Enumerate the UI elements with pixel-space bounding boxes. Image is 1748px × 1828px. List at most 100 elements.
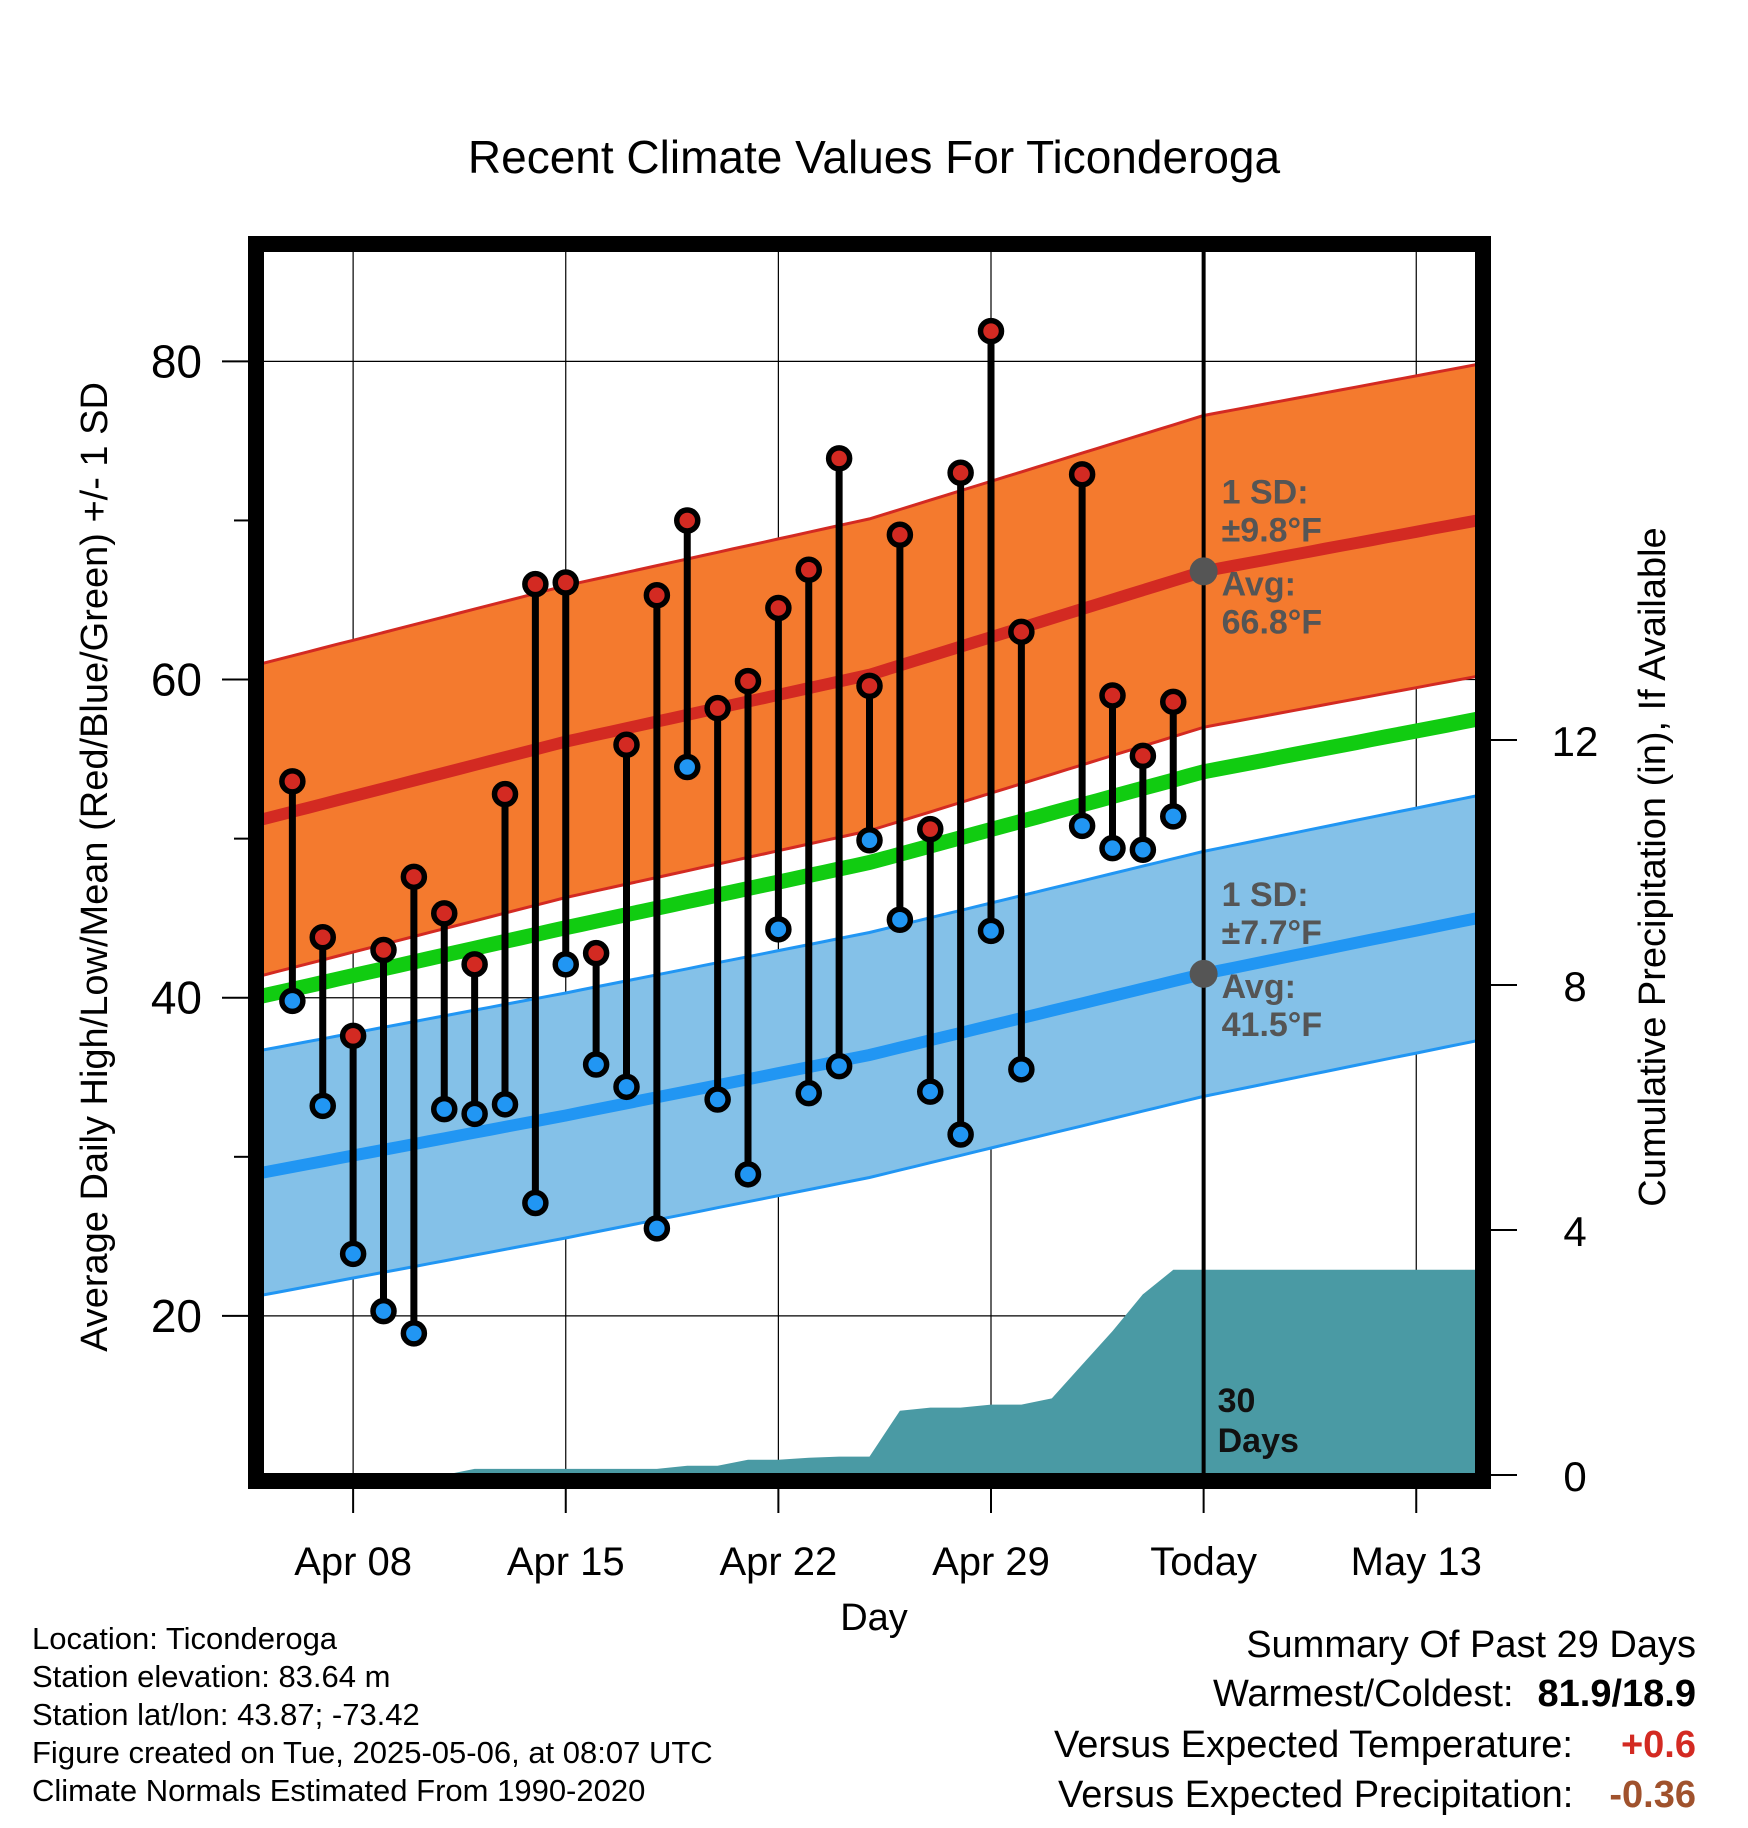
elevation-text: Station elevation: 83.64 m: [32, 1659, 391, 1694]
high-avg-value: 66.8°F: [1222, 603, 1323, 641]
created-text: Figure created on Tue, 2025-05-06, at 08…: [32, 1735, 713, 1770]
low-point: [582, 1051, 610, 1078]
normal-mean-line: [262, 711, 1477, 1004]
warmest-label: Warmest/Coldest:: [1212, 1673, 1514, 1715]
high-point: [947, 459, 974, 486]
low-point: [461, 1100, 488, 1128]
high-point: [461, 951, 488, 978]
low-point: [917, 1078, 944, 1105]
low-point: [825, 1052, 853, 1080]
low-avg-label: Avg:: [1222, 968, 1296, 1006]
x-tick-label: Apr 29: [932, 1540, 1050, 1584]
high-point: [613, 731, 640, 759]
temp-value: +0.6: [1620, 1724, 1696, 1766]
low-point: [339, 1240, 367, 1268]
high-point: [339, 1022, 367, 1050]
y-tick-label: 60: [151, 654, 202, 706]
high-point: [917, 815, 944, 843]
warmest-row: Warmest/Coldest: 81.9/18.9: [1054, 1668, 1696, 1720]
low-point: [309, 1092, 336, 1120]
y2-tick-label: 4: [1563, 1208, 1586, 1255]
y2-tick-label: 0: [1563, 1453, 1586, 1500]
high-sd-value: ±9.8°F: [1222, 511, 1322, 549]
low-sd-band: [262, 795, 1477, 1296]
normals-text: Climate Normals Estimated From 1990-2020: [32, 1773, 646, 1808]
high-point: [643, 581, 671, 609]
high-sd-band-upper-edge: [262, 363, 1477, 666]
low-point: [643, 1215, 671, 1242]
chart-title: Recent Climate Values For Ticonderoga: [468, 131, 1281, 183]
days-word-label: Days: [1218, 1422, 1299, 1460]
normal-low-line: [262, 912, 1477, 1179]
low-point: [856, 826, 883, 854]
high-point: [279, 768, 306, 795]
low-point: [552, 951, 579, 978]
low-sd-value: ±7.7°F: [1222, 914, 1322, 952]
y-axis-label: Average Daily High/Low/Mean (Red/Blue/Gr…: [74, 382, 116, 1352]
high-point: [765, 594, 792, 622]
high-point: [1068, 461, 1096, 488]
x-tick-label: Apr 08: [294, 1540, 412, 1584]
high-point: [400, 863, 428, 891]
high-point: [431, 900, 458, 927]
low-point: [522, 1189, 549, 1217]
days-number-label: 30: [1218, 1382, 1256, 1420]
precipitation-area: [262, 1269, 1477, 1475]
precip-row: Versus Expected Precipitation: -0.36: [1054, 1770, 1696, 1820]
low-point: [795, 1079, 822, 1107]
y2-axis-label: Cumulative Precipitation (in), If Availa…: [1632, 527, 1674, 1206]
low-point: [977, 917, 1005, 945]
low-point: [279, 987, 306, 1015]
y2-tick-label: 8: [1563, 963, 1586, 1010]
y-tick-label: 20: [151, 1290, 202, 1342]
station-info: Location: Ticonderoga Station elevation:…: [32, 1620, 713, 1810]
low-point: [400, 1320, 428, 1347]
high-sd-label: 1 SD:: [1222, 473, 1309, 511]
high-avg-label: Avg:: [1222, 565, 1296, 603]
low-point: [1099, 834, 1126, 862]
high-point: [674, 507, 701, 534]
low-point: [1160, 803, 1187, 830]
high-point: [795, 556, 822, 584]
y2-tick-label: 12: [1552, 718, 1599, 765]
latlon-text: Station lat/lon: 43.87; -73.42: [32, 1697, 420, 1732]
high-point: [734, 667, 762, 695]
low-point: [613, 1073, 640, 1101]
low-sd-band-upper-edge: [262, 794, 1477, 1052]
x-tick-label: Apr 22: [719, 1540, 837, 1584]
low-point: [674, 753, 701, 781]
low-point: [704, 1086, 731, 1113]
temp-label: Versus Expected Temperature:: [1054, 1724, 1573, 1766]
low-avg-value: 41.5°F: [1222, 1006, 1323, 1044]
high-point: [1008, 618, 1035, 646]
summary-panel: Summary Of Past 29 Days Warmest/Coldest:…: [1054, 1622, 1696, 1820]
x-tick-label: May 13: [1351, 1540, 1482, 1584]
location-text: Location: Ticonderoga: [32, 1621, 338, 1656]
axis-ticks: 20 40 60 80 0 4 8 12 Apr 08 Apr 15 Apr 22 Apr 29 Tod…: [151, 335, 1599, 1584]
high-point: [491, 780, 519, 808]
today-high-avg-marker: [1189, 557, 1218, 586]
low-point: [947, 1121, 974, 1148]
high-point: [1099, 682, 1126, 709]
high-point: [582, 939, 610, 967]
low-point: [491, 1091, 519, 1118]
high-point: [552, 569, 579, 596]
warmest-value: 81.9/18.9: [1537, 1673, 1696, 1715]
y-tick-label: 80: [151, 335, 202, 387]
summary-title: Summary Of Past 29 Days: [1246, 1624, 1696, 1666]
high-point: [370, 936, 397, 964]
high-point: [977, 317, 1005, 345]
low-point: [1129, 836, 1157, 864]
low-point: [765, 916, 792, 943]
low-point: [370, 1297, 397, 1325]
low-point: [431, 1095, 458, 1123]
plot-frame: [248, 236, 1491, 1489]
high-point: [522, 570, 549, 598]
low-point: [734, 1161, 762, 1188]
high-point: [886, 521, 914, 549]
low-point: [886, 906, 914, 934]
y-tick-label: 40: [151, 972, 202, 1024]
low-sd-label: 1 SD:: [1222, 876, 1309, 914]
